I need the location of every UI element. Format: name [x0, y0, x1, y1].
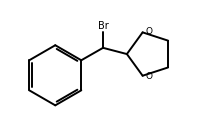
Text: Br: Br: [98, 21, 108, 31]
Text: O: O: [145, 27, 152, 36]
Text: O: O: [145, 72, 152, 81]
